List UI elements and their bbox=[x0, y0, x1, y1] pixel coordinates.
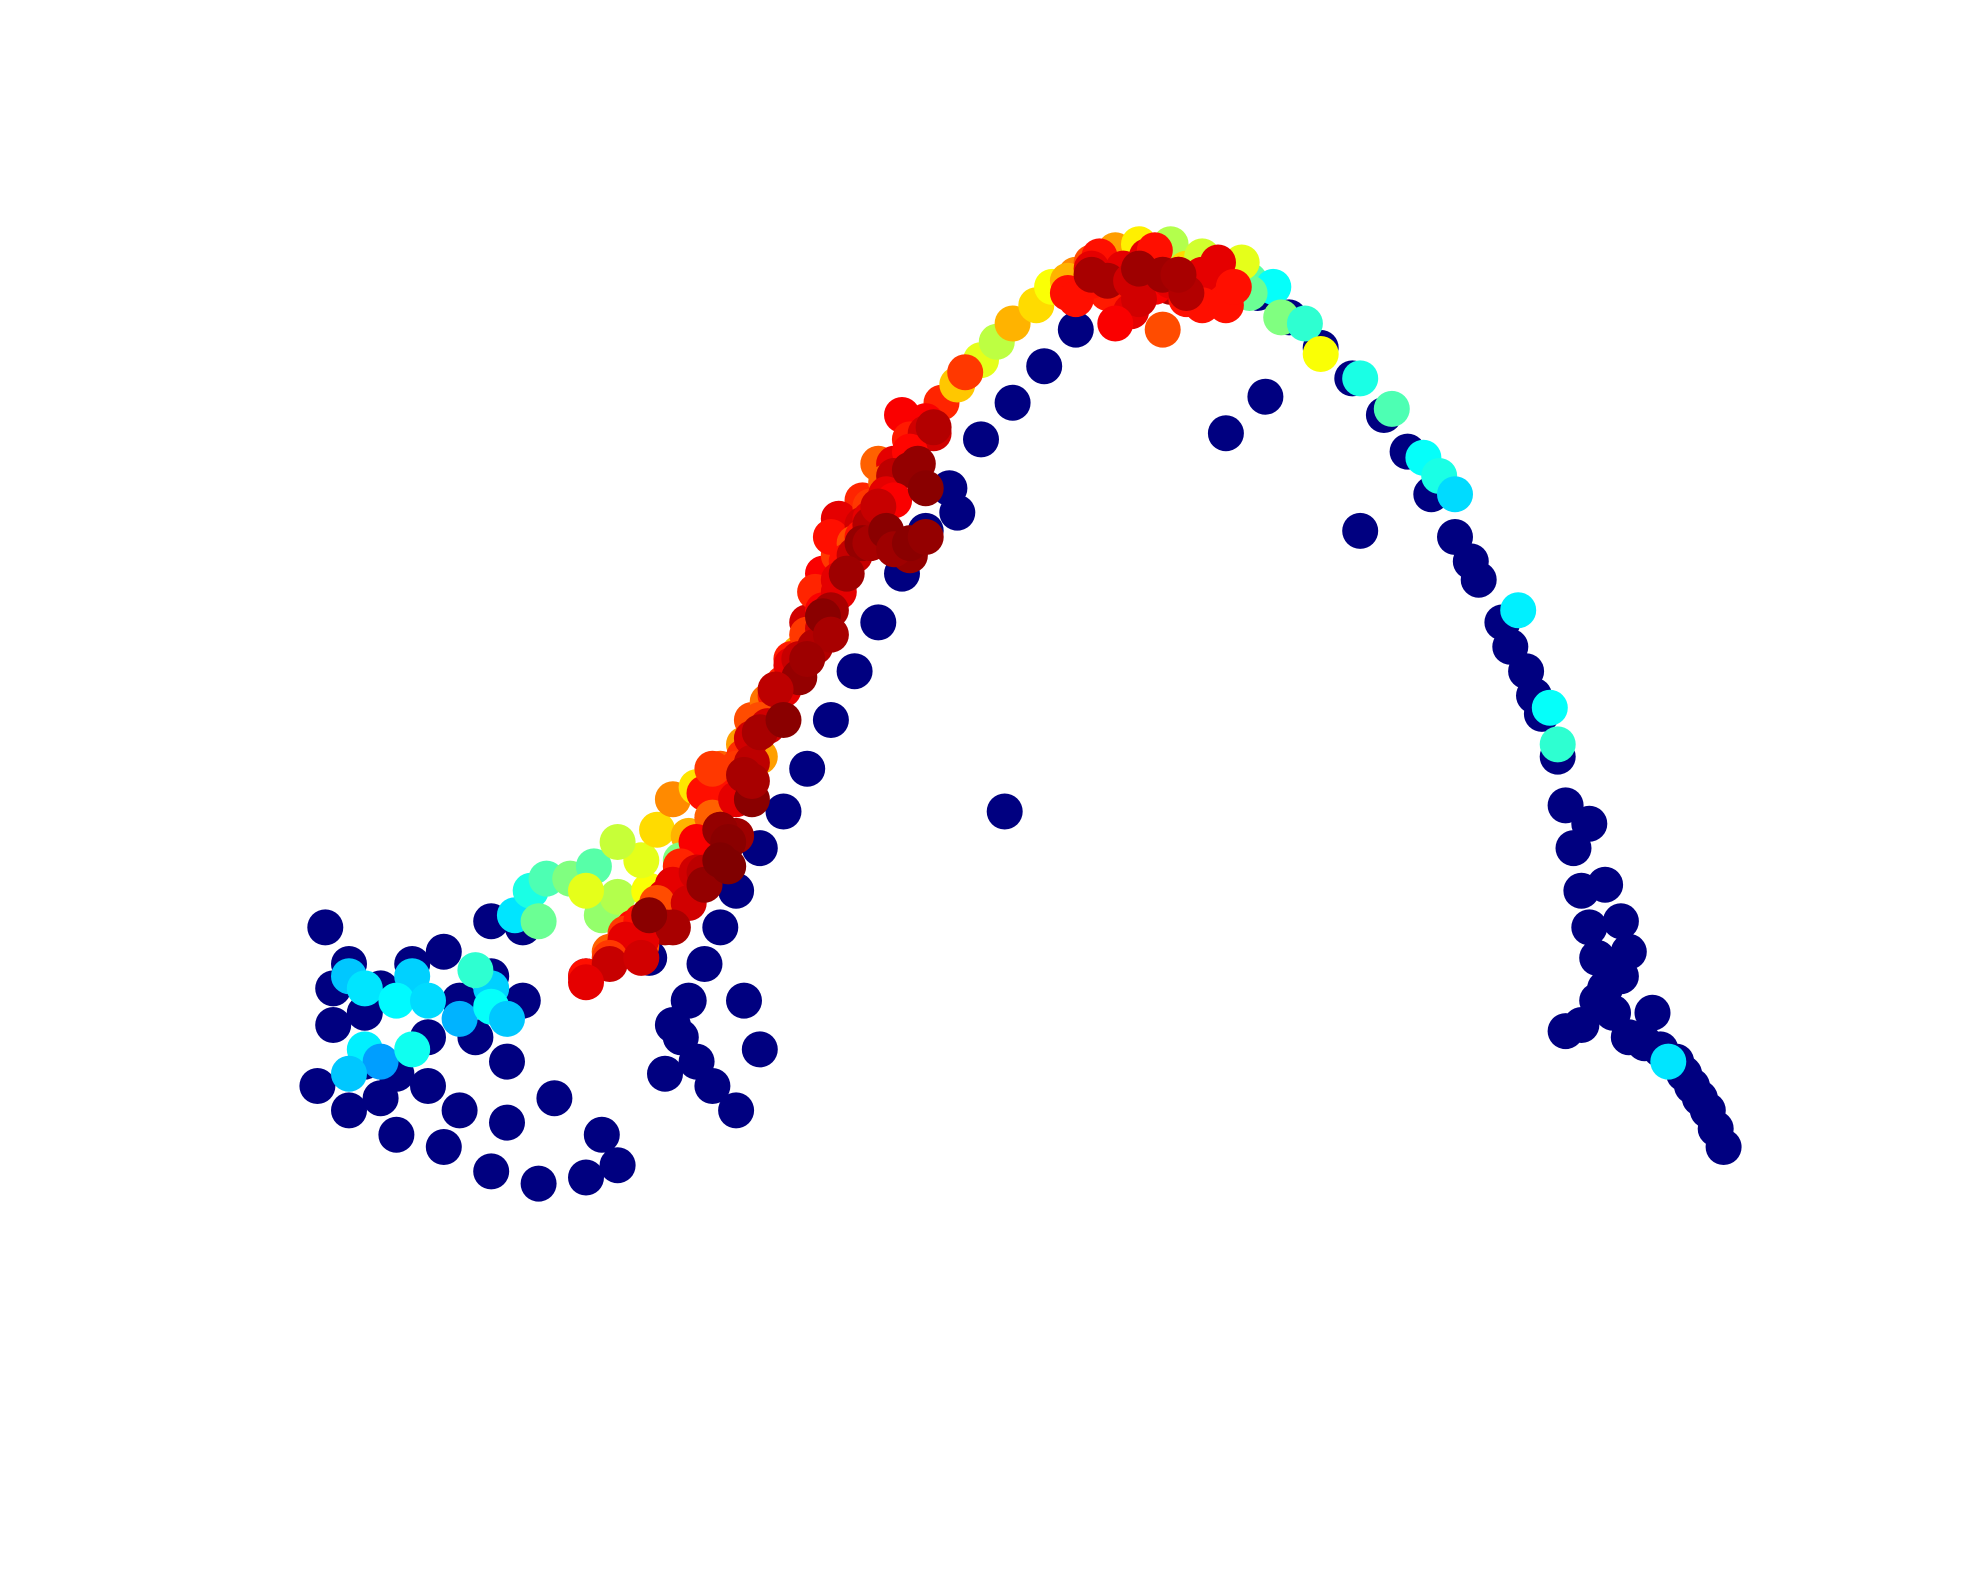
data-point bbox=[1342, 360, 1379, 397]
data-point bbox=[457, 952, 494, 989]
data-point bbox=[489, 1104, 525, 1141]
data-point bbox=[726, 982, 762, 1019]
data-point bbox=[623, 939, 660, 976]
data-point bbox=[299, 1068, 336, 1104]
data-point bbox=[1144, 311, 1181, 348]
data-point bbox=[362, 1080, 399, 1117]
data-point bbox=[583, 1116, 620, 1153]
data-point bbox=[410, 1068, 446, 1104]
data-point bbox=[1547, 1013, 1584, 1050]
data-point bbox=[394, 1031, 431, 1068]
data-point bbox=[741, 1031, 778, 1068]
data-point bbox=[1057, 311, 1094, 348]
data-point bbox=[1579, 982, 1616, 1019]
data-point bbox=[860, 604, 897, 641]
data-point bbox=[733, 763, 770, 799]
data-point bbox=[1437, 476, 1473, 513]
data-point bbox=[1492, 628, 1529, 665]
points-layer bbox=[299, 226, 1742, 1202]
data-point bbox=[425, 1129, 462, 1165]
data-point bbox=[678, 1043, 715, 1080]
data-point bbox=[1650, 1043, 1687, 1080]
data-point bbox=[307, 909, 344, 946]
data-point bbox=[1571, 909, 1608, 946]
data-point bbox=[654, 1007, 691, 1043]
data-point bbox=[836, 653, 873, 690]
data-point bbox=[315, 1007, 352, 1043]
data-point bbox=[520, 1165, 557, 1202]
data-point bbox=[489, 1043, 525, 1080]
data-point bbox=[1247, 378, 1284, 415]
data-point bbox=[994, 384, 1031, 421]
data-point bbox=[1531, 689, 1568, 726]
data-point bbox=[702, 842, 739, 879]
data-point bbox=[1539, 726, 1576, 763]
data-point bbox=[1587, 866, 1624, 903]
data-point bbox=[568, 872, 604, 909]
data-point bbox=[789, 750, 826, 787]
data-point bbox=[647, 1055, 683, 1092]
data-point bbox=[1500, 592, 1537, 629]
data-point bbox=[1073, 256, 1110, 293]
data-point bbox=[1571, 805, 1608, 842]
data-point bbox=[1610, 933, 1647, 970]
data-point bbox=[1342, 512, 1379, 549]
data-point bbox=[765, 702, 802, 738]
data-point bbox=[1452, 543, 1489, 580]
data-point bbox=[631, 897, 668, 934]
data-point bbox=[378, 1116, 415, 1153]
data-point bbox=[1121, 250, 1157, 287]
data-point bbox=[963, 421, 999, 458]
data-point bbox=[410, 982, 446, 1019]
data-point bbox=[1634, 994, 1671, 1031]
data-point bbox=[686, 946, 723, 982]
data-point bbox=[599, 824, 636, 860]
data-point bbox=[1215, 268, 1252, 305]
data-point bbox=[425, 933, 462, 970]
data-point bbox=[1097, 305, 1134, 342]
data-point bbox=[1602, 903, 1639, 940]
data-point bbox=[702, 909, 739, 946]
data-point bbox=[346, 970, 383, 1007]
data-point bbox=[939, 494, 976, 531]
data-point bbox=[1026, 348, 1063, 385]
data-point bbox=[473, 1153, 510, 1190]
data-point bbox=[568, 1159, 604, 1196]
data-point bbox=[378, 982, 415, 1019]
data-point bbox=[986, 793, 1023, 830]
data-point bbox=[639, 811, 676, 848]
data-point bbox=[441, 1000, 478, 1037]
data-point bbox=[1286, 305, 1323, 342]
data-point bbox=[907, 470, 944, 507]
data-point bbox=[331, 1092, 367, 1129]
data-point bbox=[1705, 1129, 1742, 1165]
data-point bbox=[828, 555, 865, 592]
data-point bbox=[599, 878, 636, 915]
data-point bbox=[1207, 415, 1244, 452]
data-point bbox=[489, 1000, 525, 1037]
data-point bbox=[599, 1147, 636, 1184]
data-point bbox=[1160, 256, 1197, 293]
data-point bbox=[907, 519, 944, 555]
data-point bbox=[1302, 336, 1339, 372]
data-point bbox=[915, 409, 952, 446]
data-point bbox=[947, 354, 984, 391]
data-point bbox=[536, 1080, 573, 1117]
data-point bbox=[789, 641, 826, 677]
data-point bbox=[765, 793, 802, 830]
data-point bbox=[362, 1043, 399, 1080]
data-point bbox=[812, 616, 849, 653]
data-point bbox=[718, 1092, 755, 1129]
data-point bbox=[694, 750, 731, 787]
data-point bbox=[568, 964, 604, 1001]
data-point bbox=[441, 1092, 478, 1129]
data-point bbox=[812, 702, 849, 738]
data-point bbox=[1373, 390, 1410, 427]
data-point bbox=[331, 1055, 367, 1092]
data-point bbox=[520, 903, 557, 940]
data-point bbox=[757, 671, 794, 708]
